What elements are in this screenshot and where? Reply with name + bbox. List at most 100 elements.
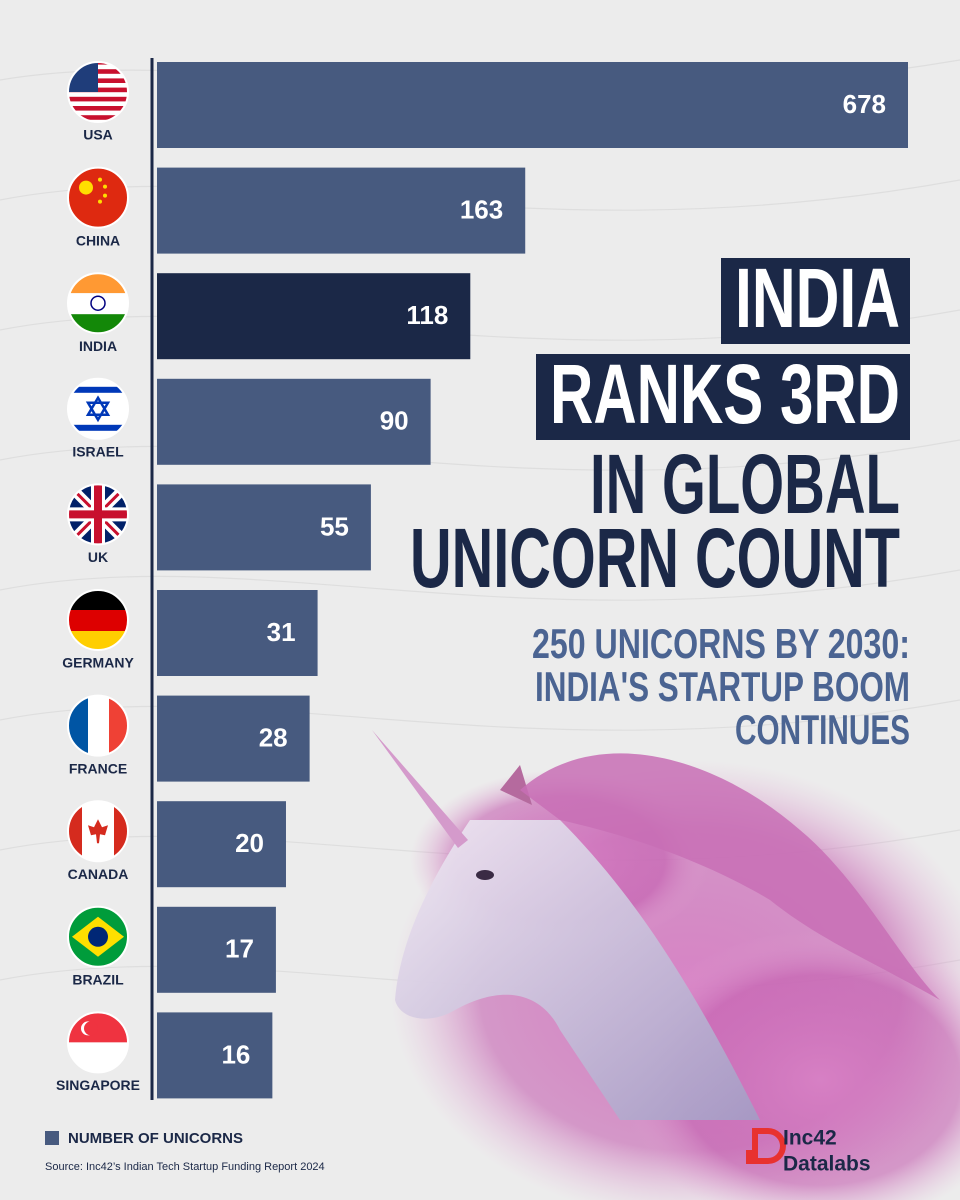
flag-ring: [67, 589, 129, 651]
flag-fill: [68, 801, 128, 862]
bars: 678 USA 163 CHINA 118 INDIA 90 ISRAEL 55 UK 31 GERM…: [56, 61, 908, 1099]
flag-part: [68, 386, 128, 393]
flag-part: [103, 184, 107, 189]
title-highlight: [721, 258, 910, 344]
subtitle-line: 250 UNICORNS BY 2030:: [532, 620, 910, 667]
category-label: ISRAEL: [72, 444, 124, 460]
flag-part: [88, 819, 108, 844]
flag-ring: [67, 377, 129, 440]
flag-part: [68, 1042, 128, 1073]
subtitle-line: INDIA'S STARTUP BOOM: [535, 663, 910, 710]
flag: [67, 1011, 129, 1074]
value-label: 678: [843, 89, 886, 119]
unicorn-illustration: [372, 730, 960, 1200]
category-label: INDIA: [79, 338, 117, 354]
flag-part: [79, 180, 93, 195]
flag-fill: [68, 378, 128, 439]
flag-ring: [67, 61, 129, 123]
bar: [157, 273, 471, 360]
flag-ring: [67, 483, 129, 546]
flag-fill: [68, 484, 128, 545]
category-label: GERMANY: [62, 655, 134, 671]
bar: [157, 62, 908, 148]
flag-part: [85, 395, 111, 423]
bar: [157, 801, 286, 888]
bar: [157, 378, 431, 465]
flag-ring: [67, 694, 129, 757]
flag-fill: [68, 590, 128, 650]
bar: [157, 695, 310, 782]
flag-fill: [68, 906, 128, 967]
flag-fill: [68, 1012, 128, 1073]
flag-part: [68, 106, 128, 111]
title-highlight: [536, 354, 910, 440]
logo-subtitle: Datalabs: [783, 1153, 871, 1176]
title-line: IN GLOBAL: [590, 437, 900, 531]
flag-part: [84, 1021, 98, 1036]
flag-fill: [68, 62, 128, 122]
flag: [67, 589, 129, 651]
flag-part: [68, 1012, 128, 1043]
flag-fill: [68, 273, 128, 334]
value-label: 163: [460, 194, 503, 224]
value-label: 28: [259, 722, 288, 752]
category-label: USA: [83, 127, 113, 143]
flag: [67, 61, 129, 123]
flag-part: [68, 484, 128, 545]
source: Source: Inc42’s Indian Tech Startup Fund…: [45, 1161, 325, 1173]
flag-part: [68, 96, 128, 102]
title-line: INDIA: [735, 251, 900, 345]
flag-part: [103, 193, 107, 198]
title-line: RANKS 3RD: [550, 347, 900, 441]
value-label: 20: [235, 828, 264, 858]
flag-ring: [67, 166, 129, 229]
flag-fill: [68, 167, 128, 228]
value-label: 55: [320, 511, 349, 541]
flag-ring: [67, 800, 129, 863]
flag: [67, 694, 129, 757]
flag: [67, 272, 129, 335]
flag: [67, 905, 129, 968]
logo-name: Inc42: [783, 1127, 837, 1150]
flag-part: [98, 199, 102, 204]
value-label: 90: [380, 406, 409, 436]
category-label: CHINA: [76, 232, 120, 248]
flag-part: [68, 610, 128, 631]
flag-part: [98, 177, 102, 182]
value-label: 17: [225, 934, 254, 964]
flag-ring: [67, 905, 129, 968]
subtitle-line: CONTINUES: [735, 706, 910, 753]
flag-part: [68, 293, 128, 315]
title-line: UNICORN COUNT: [410, 511, 900, 605]
flag-part: [88, 926, 108, 947]
flag-ring: [67, 1011, 129, 1074]
flag-part: [68, 424, 128, 431]
flag-part: [68, 115, 128, 120]
flag-part: [88, 695, 109, 756]
flag-part: [68, 378, 128, 439]
bar: [157, 590, 318, 676]
flag: [67, 166, 129, 229]
flag: [67, 800, 129, 863]
flag: [67, 377, 129, 440]
flag: [67, 483, 129, 546]
bar: [157, 906, 276, 993]
category-label: SINGAPORE: [56, 1077, 140, 1093]
category-label: BRAZIL: [72, 972, 124, 988]
flag-part: [68, 62, 98, 92]
flag-part: [68, 167, 128, 228]
flag-fill: [68, 695, 128, 756]
value-label: 16: [221, 1039, 250, 1069]
category-label: FRANCE: [69, 760, 127, 776]
legend-label: NUMBER OF UNICORNS: [68, 1130, 243, 1147]
bar: [157, 167, 526, 254]
legend-swatch: [45, 1131, 59, 1145]
subtitle: 250 UNICORNS BY 2030:INDIA'S STARTUP BOO…: [532, 620, 910, 753]
category-label: UK: [88, 549, 108, 565]
bar: [157, 484, 371, 571]
value-label: 31: [267, 617, 296, 647]
logo: Inc42 Datalabs: [746, 1127, 871, 1176]
flag-ring: [67, 272, 129, 335]
bar: [157, 1012, 273, 1099]
